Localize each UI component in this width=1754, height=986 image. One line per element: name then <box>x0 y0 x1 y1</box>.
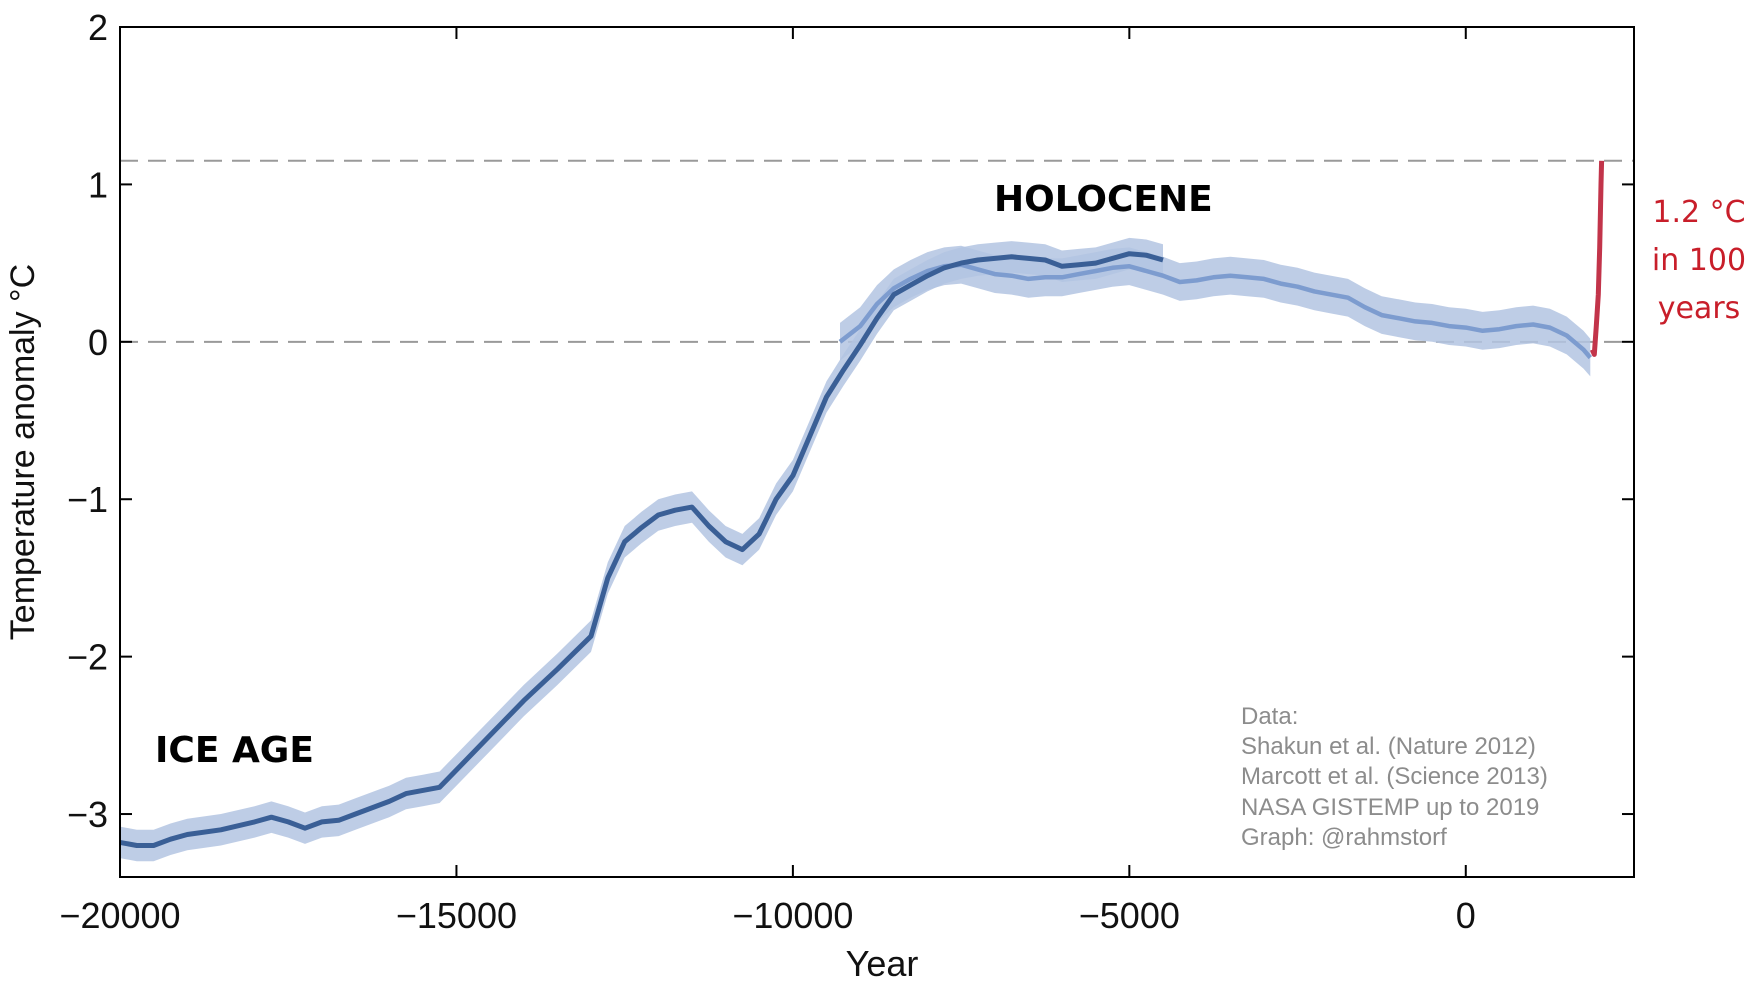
x-tick-label: −10000 <box>732 895 853 936</box>
credit-line: NASA GISTEMP up to 2019 <box>1241 794 1539 821</box>
axis-ticks <box>119 26 1634 877</box>
series-lines <box>119 160 1605 848</box>
y-tick-label: −3 <box>67 794 108 835</box>
y-axis-label: Temperature anomaly °C <box>4 264 42 640</box>
data-credits: Data: Shakun et al. (Nature 2012) Marcot… <box>1241 703 1548 851</box>
y-tick-label: −1 <box>67 479 108 520</box>
x-axis-label: Year <box>846 943 919 984</box>
ice-age-annotation: ICE AGE <box>155 730 314 771</box>
axis-tick-labels: −20000 −15000 −10000 −5000 0 −3 −2 −1 0 1 2 <box>59 7 1475 936</box>
nasa-gistemp-series-line <box>1589 160 1605 357</box>
credit-line: Shakun et al. (Nature 2012) <box>1241 733 1536 760</box>
y-tick-label: 2 <box>88 7 108 48</box>
x-tick-label: −15000 <box>396 895 517 936</box>
credit-line: Marcott et al. (Science 2013) <box>1241 763 1548 790</box>
credit-line: Data: <box>1241 703 1298 730</box>
x-tick-label: −20000 <box>59 895 180 936</box>
holocene-annotation: HOLOCENE <box>994 179 1213 220</box>
warming-annotation-line3: years <box>1658 291 1741 326</box>
shakun-series-line <box>119 251 1164 848</box>
reference-lines <box>120 159 1634 343</box>
warming-annotation-line1: 1.2 °C <box>1652 195 1745 230</box>
marcott-series-line <box>838 262 1593 360</box>
plot-frame <box>119 26 1635 878</box>
y-tick-label: 1 <box>88 164 108 205</box>
y-tick-label: −2 <box>67 637 108 678</box>
credit-line: Graph: @rahmstorf <box>1241 824 1447 851</box>
warming-annotation: 1.2 °C in 100 years <box>1652 195 1746 326</box>
x-tick-label: −5000 <box>1079 895 1180 936</box>
warming-annotation-line2: in 100 <box>1652 243 1746 278</box>
y-tick-label: 0 <box>88 322 108 363</box>
x-tick-label: 0 <box>1456 895 1476 936</box>
